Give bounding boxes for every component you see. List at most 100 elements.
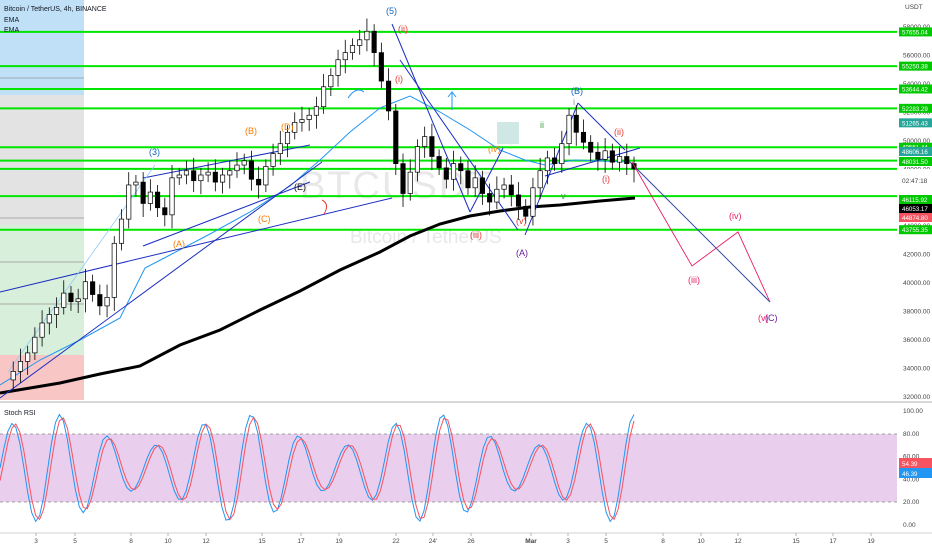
trend-lines[interactable] [0, 23, 771, 399]
candle-body[interactable] [602, 150, 608, 160]
candle-body[interactable] [523, 205, 529, 217]
candle-body[interactable] [573, 114, 579, 133]
candle-body[interactable] [75, 298, 81, 303]
candle-body[interactable] [393, 110, 399, 164]
candlesticks[interactable] [10, 18, 637, 390]
candle-body[interactable] [10, 371, 16, 381]
candle-body[interactable] [53, 306, 60, 315]
candle-body[interactable] [357, 39, 363, 46]
candle-body[interactable] [234, 164, 240, 172]
candle-body[interactable] [422, 136, 428, 147]
candle-body[interactable] [544, 157, 550, 172]
candle-body[interactable] [176, 174, 182, 179]
stoch-rsi-d-line[interactable] [0, 416, 635, 521]
candle-body[interactable] [508, 184, 514, 196]
candle-body[interactable] [335, 59, 341, 76]
candle-body[interactable] [443, 167, 449, 180]
candle-body[interactable] [588, 141, 594, 153]
candle-body[interactable] [220, 174, 226, 183]
candle-body[interactable] [205, 171, 211, 176]
candle-body[interactable] [32, 336, 38, 354]
candle-body[interactable] [349, 45, 356, 53]
candle-body[interactable] [118, 218, 125, 244]
candle-body[interactable] [595, 151, 601, 160]
indicator-ema-1[interactable]: EMA [4, 17, 20, 24]
candle-body[interactable] [537, 170, 543, 189]
candle-body[interactable] [400, 163, 406, 194]
candle-body[interactable] [46, 314, 52, 324]
candle-body[interactable] [169, 177, 175, 216]
candle-body[interactable] [147, 191, 153, 204]
candle-body[interactable] [256, 178, 262, 186]
candle-body[interactable] [198, 174, 204, 182]
candle-body[interactable] [342, 52, 348, 61]
candle-body[interactable] [371, 30, 377, 53]
candle-body[interactable] [90, 281, 96, 295]
candle-body[interactable] [111, 242, 117, 298]
candle-body[interactable] [17, 361, 23, 372]
candle-body[interactable] [126, 184, 132, 220]
candle-body[interactable] [227, 170, 233, 176]
candle-body[interactable] [479, 177, 485, 194]
projection-path[interactable] [631, 161, 771, 303]
candle-body[interactable] [429, 136, 435, 157]
rsi-title[interactable]: Stoch RSI [4, 410, 36, 417]
candle-body[interactable] [624, 156, 630, 164]
candle-body[interactable] [140, 181, 146, 204]
candle-body[interactable] [458, 163, 464, 172]
candle-body[interactable] [313, 106, 319, 116]
candle-body[interactable] [155, 191, 161, 209]
candle-body[interactable] [566, 114, 572, 145]
candle-body[interactable] [306, 114, 312, 120]
ema-fast-line[interactable] [0, 95, 631, 386]
candle-body[interactable] [501, 184, 507, 190]
candle-body[interactable] [270, 153, 276, 167]
candle-body[interactable] [292, 121, 298, 133]
candle-body[interactable] [386, 80, 392, 112]
candle-body[interactable] [515, 194, 522, 207]
candle-body[interactable] [609, 150, 615, 163]
candle-body[interactable] [414, 146, 420, 173]
candle-body[interactable] [450, 163, 457, 180]
indicator-ema-2[interactable]: EMA [4, 27, 20, 34]
candle-body[interactable] [299, 119, 305, 123]
level-tag-text: 48606.16 [902, 149, 928, 156]
candle-body[interactable] [61, 292, 67, 308]
candle-body[interactable] [364, 30, 370, 41]
candle-body[interactable] [97, 294, 103, 307]
candle-body[interactable] [68, 292, 74, 303]
candle-body[interactable] [133, 181, 139, 186]
candle-body[interactable] [465, 170, 471, 189]
candle-body[interactable] [162, 207, 168, 216]
candle-body[interactable] [378, 52, 384, 82]
candle-body[interactable] [25, 352, 31, 362]
candle-body[interactable] [191, 170, 197, 182]
candle-body[interactable] [436, 156, 442, 169]
candle-body[interactable] [407, 171, 413, 194]
candle-body[interactable] [183, 170, 190, 176]
candle-body[interactable] [39, 322, 45, 338]
level-tag-text: 46053.17 [902, 206, 928, 213]
candle-body[interactable] [559, 143, 565, 164]
ema-slow-line[interactable] [0, 196, 636, 395]
candle-body[interactable] [321, 86, 327, 108]
candle-body[interactable] [82, 281, 88, 300]
candle-body[interactable] [617, 156, 623, 163]
candle-body[interactable] [248, 160, 254, 180]
candle-body[interactable] [241, 160, 247, 166]
candle-body[interactable] [212, 171, 218, 183]
candle-body[interactable] [263, 166, 269, 186]
time-axis[interactable]: 3 5 8 10 12 15 17 19 22 24' 26 Mar 3 5 8 10 12 15 17 19 [34, 533, 875, 545]
candle-body[interactable] [284, 131, 291, 145]
candle-body[interactable] [487, 193, 493, 203]
candle-body[interactable] [328, 75, 334, 88]
candle-body[interactable] [494, 188, 500, 203]
candle-body[interactable] [472, 177, 478, 189]
candle-body[interactable] [104, 297, 110, 307]
candle-body[interactable] [580, 131, 587, 143]
stoch-rsi-k-line[interactable] [0, 413, 635, 523]
candle-body[interactable] [552, 157, 558, 164]
candle-body[interactable] [277, 143, 283, 155]
candle-body[interactable] [530, 187, 536, 217]
